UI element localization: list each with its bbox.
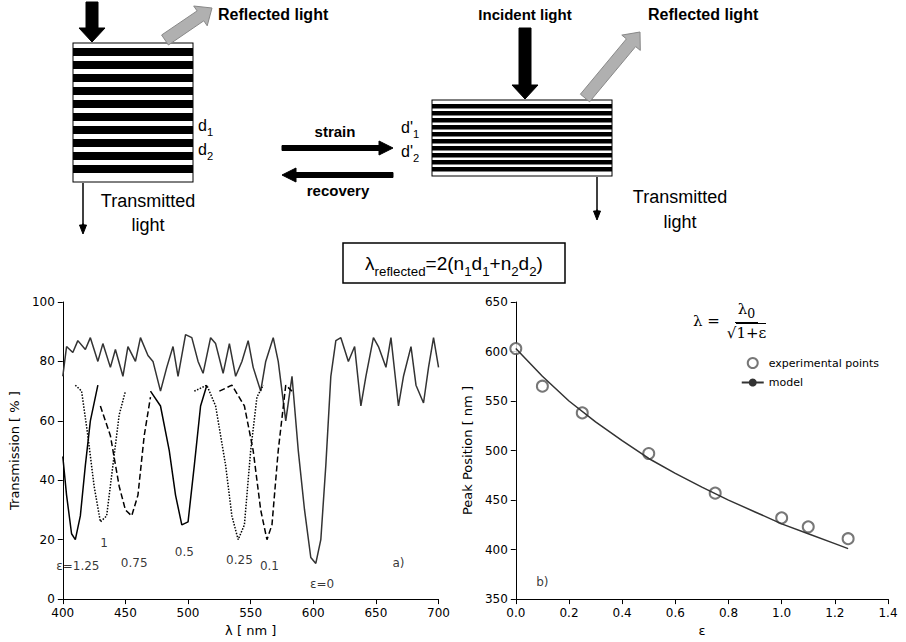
svg-text:0.75: 0.75 [121,556,148,570]
svg-text:strain: strain [315,123,356,140]
svg-text:600: 600 [485,345,508,359]
svg-text:d1: d1 [198,117,213,138]
svg-text:d'1: d'1 [401,119,419,140]
svg-text:1.2: 1.2 [825,606,844,620]
svg-text:λ [ nm ]: λ [ nm ] [225,623,276,638]
svg-text:1.4: 1.4 [878,606,897,620]
svg-text:550: 550 [485,394,508,408]
svg-text:0.4: 0.4 [613,606,632,620]
svg-text:450: 450 [114,606,137,620]
svg-text:550: 550 [239,606,262,620]
svg-text:Reflected light: Reflected light [218,6,329,23]
svg-text:Incident light: Incident light [478,6,571,23]
svg-text:20: 20 [40,533,55,547]
svg-text:0.1: 0.1 [260,559,279,573]
svg-text:80: 80 [40,354,55,368]
svg-text:600: 600 [302,606,325,620]
html-text:λ0: λ0 [737,300,756,321]
svg-text:1.0: 1.0 [772,606,791,620]
svg-text:100: 100 [32,295,55,309]
svg-text:light: light [131,215,164,235]
html-text:λ =: λ = [693,312,720,330]
svg-text:650: 650 [364,606,387,620]
svg-text:0.25: 0.25 [226,553,253,567]
svg-text:recovery: recovery [307,182,370,199]
svg-text:350: 350 [485,592,508,606]
svg-text:ε=0: ε=0 [310,577,334,591]
svg-text:Reflected light: Reflected light [648,6,759,23]
svg-text:650: 650 [485,295,508,309]
svg-text:700: 700 [427,606,450,620]
svg-text:Transmission [ % ]: Transmission [ % ] [7,391,22,511]
svg-text:ε: ε [698,623,705,638]
svg-text:0.2: 0.2 [559,606,578,620]
svg-text:d'2: d'2 [401,143,419,164]
svg-text:500: 500 [485,444,508,458]
svg-text:light: light [663,212,696,232]
svg-text:0.0: 0.0 [506,606,525,620]
svg-text:0: 0 [47,592,55,606]
svg-text:experimental points: experimental points [769,357,880,370]
svg-text:Transmitted: Transmitted [101,191,195,211]
svg-text:Peak Position [ nm ]: Peak Position [ nm ] [460,386,475,515]
svg-text:0.6: 0.6 [666,606,685,620]
svg-text:500: 500 [177,606,200,620]
svg-text:1: 1 [100,536,108,550]
svg-text:a): a) [392,556,404,570]
svg-text:60: 60 [40,414,55,428]
svg-text:400: 400 [485,543,508,557]
html-text:√ 1+ε: √ 1+ε [726,324,767,342]
svg-text:0.5: 0.5 [175,545,194,559]
svg-text:450: 450 [485,493,508,507]
svg-text:Transmitted: Transmitted [633,187,727,207]
svg-text:40: 40 [40,473,55,487]
svg-text:model: model [769,376,803,389]
svg-text:b): b) [536,575,548,589]
svg-text:λreflected=2(n1d1+n2d2): λreflected=2(n1d1+n2d2) [365,253,543,279]
svg-text:ε=1.25: ε=1.25 [56,559,99,573]
svg-text:400: 400 [51,606,74,620]
svg-text:0.8: 0.8 [719,606,738,620]
svg-text:d2: d2 [198,141,213,162]
